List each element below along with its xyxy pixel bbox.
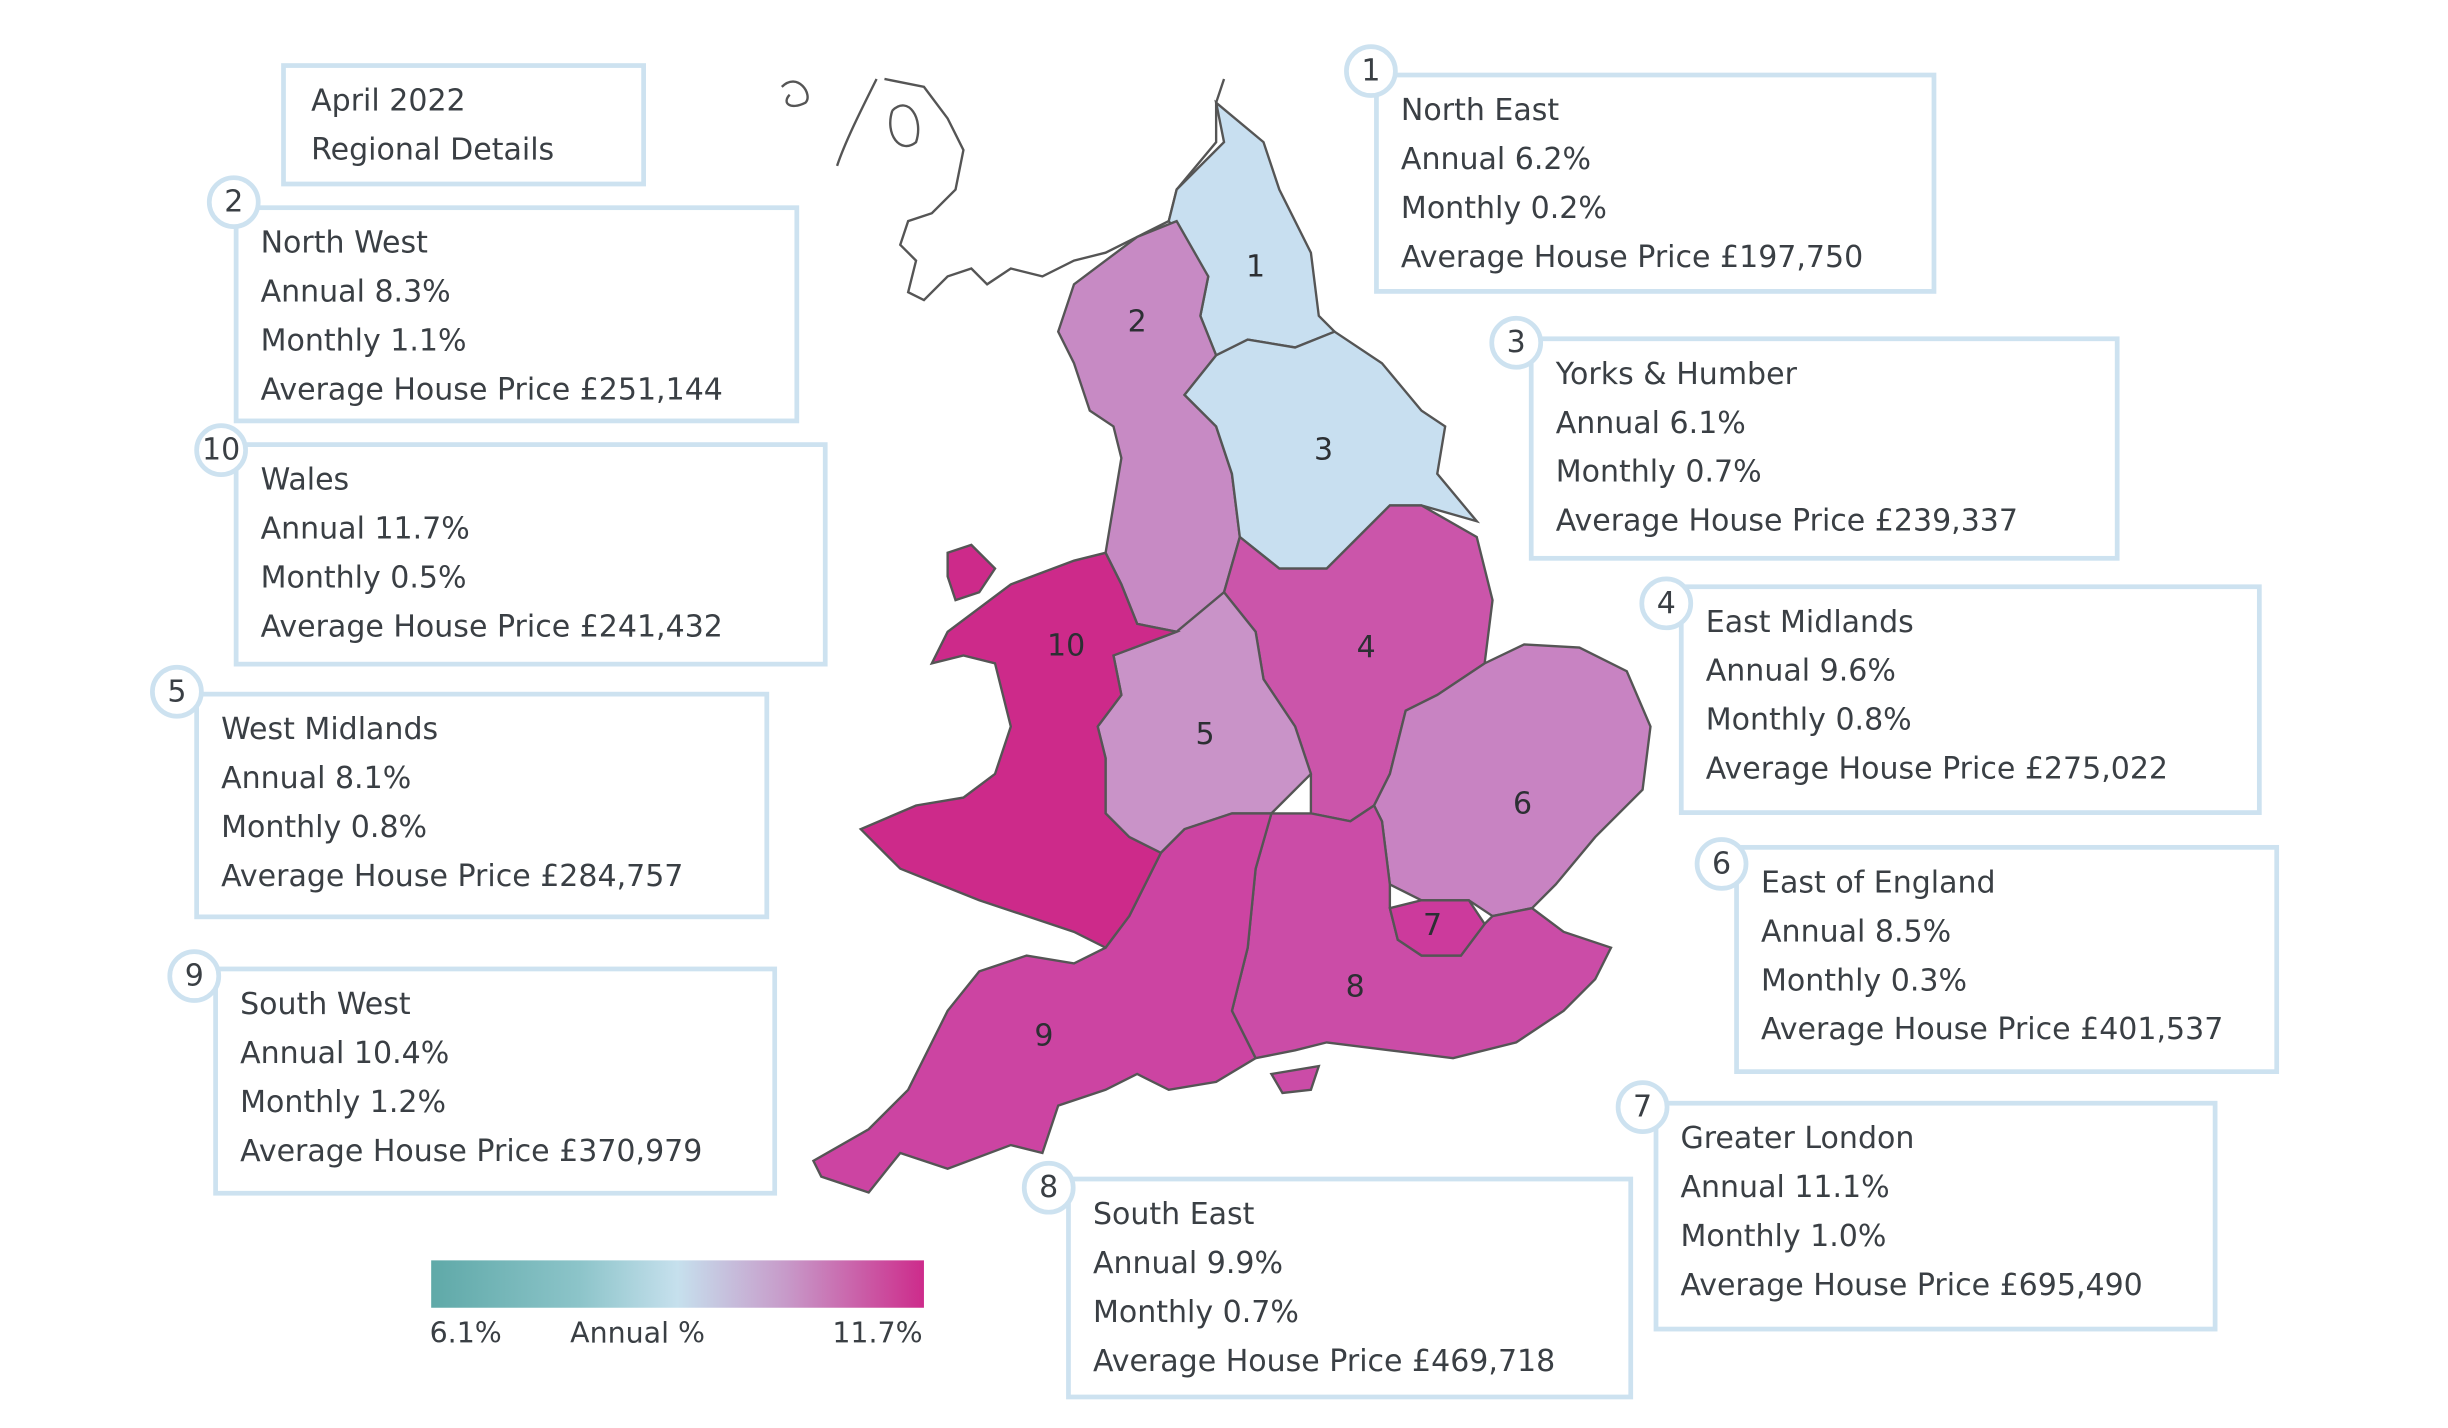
region-number-badge: 1 bbox=[1344, 44, 1398, 98]
map-region-number: 7 bbox=[1423, 908, 1442, 943]
scotland-outline bbox=[780, 77, 1226, 302]
region-monthly-label: Monthly 0.7% bbox=[1555, 454, 1762, 490]
region-annual-label: Annual 9.9% bbox=[1092, 1246, 1284, 1281]
region-name: Greater London bbox=[1680, 1121, 1915, 1157]
region-name: Wales bbox=[260, 462, 350, 498]
subtitle: Regional Details bbox=[311, 132, 555, 168]
region-name: North West bbox=[260, 225, 428, 261]
map-region-number: 1 bbox=[1246, 249, 1265, 284]
region-annual-label: Annual 8.5% bbox=[1761, 914, 1952, 950]
region-info-box: Greater London Annual 11.1% Monthly 1.0% Av… bbox=[1653, 1100, 2218, 1332]
map-region-number: 2 bbox=[1128, 305, 1147, 340]
region-info-box: Wales Annual 11.7% Monthly 0.5% Average Hou… bbox=[233, 442, 828, 667]
region-number-badge: 7 bbox=[1615, 1080, 1670, 1135]
region-number-badge: 8 bbox=[1021, 1160, 1076, 1215]
region-south-west[interactable] bbox=[811, 812, 1273, 1194]
region-number-badge: 3 bbox=[1489, 315, 1544, 370]
region-price-label: Average House Price £284,757 bbox=[221, 859, 684, 894]
region-name: West Midlands bbox=[221, 712, 439, 748]
map-region-number: 6 bbox=[1513, 786, 1532, 821]
region-annual-label: Annual 6.1% bbox=[1555, 405, 1746, 441]
legend-min: 6.1% bbox=[429, 1317, 502, 1351]
region-monthly-label: Monthly 0.8% bbox=[1705, 702, 1912, 738]
region-info-box: West Midlands Annual 8.1% Monthly 0.8% Aver… bbox=[194, 691, 770, 920]
region-monthly-label: Monthly 0.7% bbox=[1092, 1295, 1299, 1330]
region-number-badge: 4 bbox=[1639, 576, 1694, 631]
region-annual-label: Annual 10.4% bbox=[240, 1036, 450, 1071]
region-info-box: South East Annual 9.9% Monthly 0.7% Average… bbox=[1066, 1176, 1634, 1400]
region-annual-label: Annual 11.7% bbox=[260, 511, 470, 547]
region-number-badge: 6 bbox=[1694, 837, 1749, 891]
region-annual-label: Annual 8.1% bbox=[221, 761, 412, 797]
region-number-badge: 5 bbox=[150, 664, 204, 719]
region-name: South East bbox=[1092, 1197, 1255, 1232]
region-info-box: Yorks & Humber Annual 6.1% Monthly 0.7% Ave… bbox=[1528, 336, 2120, 561]
region-info-box: South West Annual 10.4% Monthly 1.2% Averag… bbox=[213, 966, 778, 1196]
region-name: East Midlands bbox=[1705, 604, 1914, 640]
region-name: Yorks & Humber bbox=[1555, 356, 1797, 392]
region-monthly-label: Monthly 0.5% bbox=[260, 560, 467, 596]
region-number-badge: 2 bbox=[206, 175, 261, 230]
legend-max: 11.7% bbox=[832, 1317, 923, 1351]
region-monthly-label: Monthly 1.1% bbox=[260, 323, 467, 359]
map-region-number: 10 bbox=[1047, 628, 1085, 663]
region-annual-label: Annual 6.2% bbox=[1400, 142, 1592, 177]
region-price-label: Average House Price £469,718 bbox=[1092, 1344, 1556, 1379]
region-greater-london[interactable] bbox=[1388, 899, 1487, 957]
region-price-label: Average House Price £401,537 bbox=[1761, 1012, 2224, 1048]
region-annual-label: Annual 11.1% bbox=[1680, 1170, 1890, 1206]
region-info-box: North West Annual 8.3% Monthly 1.1% Average… bbox=[233, 205, 800, 424]
legend-label: Annual % bbox=[570, 1317, 706, 1351]
isle-of-wight bbox=[1269, 1064, 1321, 1095]
region-price-label: Average House Price £239,337 bbox=[1555, 503, 2019, 539]
map-region-number: 8 bbox=[1346, 970, 1365, 1005]
region-price-label: Average House Price £251,144 bbox=[260, 372, 723, 408]
region-monthly-label: Monthly 0.2% bbox=[1400, 191, 1607, 226]
region-number-badge: 9 bbox=[167, 949, 222, 1003]
region-price-label: Average House Price £695,490 bbox=[1680, 1268, 2143, 1304]
region-info-box: East Midlands Annual 9.6% Monthly 0.8% Aver… bbox=[1678, 584, 2262, 815]
region-info-box: East of England Annual 8.5% Monthly 0.3% Av… bbox=[1734, 844, 2280, 1074]
map-region-number: 4 bbox=[1357, 630, 1376, 665]
region-monthly-label: Monthly 0.8% bbox=[221, 810, 428, 845]
anglesey bbox=[946, 543, 997, 602]
region-name: South West bbox=[240, 987, 411, 1022]
region-monthly-label: Monthly 1.2% bbox=[240, 1085, 447, 1120]
map-region-number: 9 bbox=[1034, 1019, 1053, 1054]
region-monthly-label: Monthly 0.3% bbox=[1761, 963, 1967, 999]
region-info-box: North East Annual 6.2% Monthly 0.2% Average… bbox=[1374, 72, 1937, 294]
region-price-label: Average House Price £241,432 bbox=[260, 609, 723, 645]
map-region-number: 5 bbox=[1196, 717, 1215, 752]
region-name: North East bbox=[1400, 93, 1560, 128]
region-price-label: Average House Price £197,750 bbox=[1400, 240, 1864, 275]
legend-color-bar bbox=[431, 1260, 924, 1308]
region-monthly-label: Monthly 1.0% bbox=[1680, 1219, 1887, 1255]
title-box: April 2022 Regional Details bbox=[281, 63, 646, 187]
title: April 2022 bbox=[311, 83, 466, 119]
region-price-label: Average House Price £370,979 bbox=[240, 1134, 703, 1169]
region-annual-label: Annual 8.3% bbox=[260, 274, 451, 310]
region-number-badge: 10 bbox=[194, 423, 248, 477]
region-south-east[interactable] bbox=[1230, 803, 1613, 1060]
region-annual-label: Annual 9.6% bbox=[1705, 653, 1896, 689]
map-region-number: 3 bbox=[1314, 433, 1333, 468]
region-name: East of England bbox=[1761, 865, 1996, 901]
region-price-label: Average House Price £275,022 bbox=[1705, 751, 2169, 787]
region-wales[interactable] bbox=[858, 551, 1181, 950]
